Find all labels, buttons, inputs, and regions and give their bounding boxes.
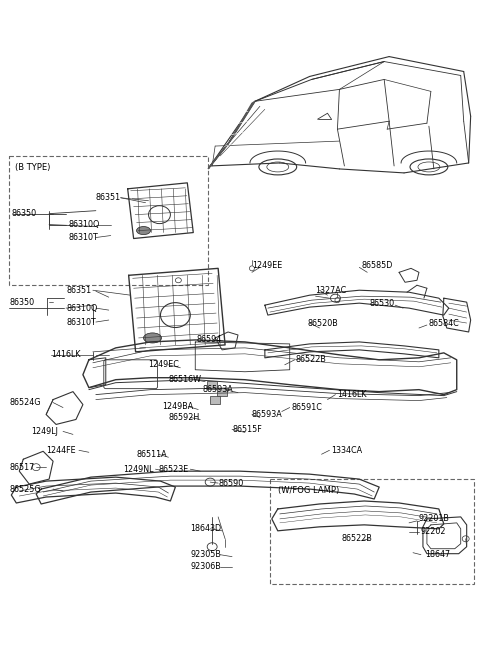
Text: 86523E: 86523E bbox=[158, 464, 189, 474]
Text: 1249EC: 1249EC bbox=[148, 360, 180, 369]
Text: 1249BA: 1249BA bbox=[162, 402, 194, 411]
Text: 86511A: 86511A bbox=[137, 450, 167, 459]
Ellipse shape bbox=[144, 333, 161, 343]
Text: 86584C: 86584C bbox=[429, 319, 460, 327]
Text: 92202: 92202 bbox=[421, 527, 446, 537]
Text: 86524G: 86524G bbox=[9, 398, 41, 407]
Text: 18643D: 18643D bbox=[190, 524, 221, 533]
Text: 86585D: 86585D bbox=[361, 261, 393, 270]
Text: 86593A: 86593A bbox=[202, 385, 233, 394]
Text: 1249LJ: 1249LJ bbox=[31, 427, 58, 436]
Text: 86350: 86350 bbox=[12, 209, 36, 218]
Text: 1416LK: 1416LK bbox=[337, 390, 367, 399]
Text: 86310Q: 86310Q bbox=[66, 304, 97, 313]
Text: 1334CA: 1334CA bbox=[332, 446, 362, 455]
Bar bbox=[207, 380, 217, 388]
Text: 86525G: 86525G bbox=[9, 485, 41, 493]
Text: 86593A: 86593A bbox=[252, 410, 283, 419]
Text: (B TYPE): (B TYPE) bbox=[15, 163, 51, 172]
Text: 86351: 86351 bbox=[96, 194, 121, 202]
Text: 1416LK: 1416LK bbox=[51, 350, 81, 359]
Text: 86516W: 86516W bbox=[168, 375, 202, 384]
Text: 1249NL: 1249NL bbox=[123, 464, 153, 474]
Polygon shape bbox=[208, 101, 255, 169]
Text: 92306B: 92306B bbox=[190, 562, 221, 571]
Text: 92201B: 92201B bbox=[419, 514, 450, 523]
Text: 1249EE: 1249EE bbox=[252, 261, 282, 270]
Ellipse shape bbox=[137, 226, 151, 235]
Text: (W/FOG LAMP): (W/FOG LAMP) bbox=[278, 486, 339, 495]
Text: 92305B: 92305B bbox=[190, 550, 221, 559]
Text: 18647: 18647 bbox=[425, 550, 450, 559]
Text: 86591C: 86591C bbox=[292, 403, 323, 412]
Text: 86520B: 86520B bbox=[308, 319, 338, 327]
Bar bbox=[210, 396, 220, 403]
Text: 86517: 86517 bbox=[9, 462, 35, 472]
Text: 86515F: 86515F bbox=[232, 425, 262, 434]
Text: 86522B: 86522B bbox=[341, 534, 372, 543]
Text: 86592H: 86592H bbox=[168, 413, 200, 422]
Text: 1327AC: 1327AC bbox=[315, 286, 347, 295]
Text: 86310Q: 86310Q bbox=[69, 220, 100, 229]
Text: 1244FE: 1244FE bbox=[46, 446, 76, 455]
Text: 86530: 86530 bbox=[369, 298, 395, 308]
Bar bbox=[217, 388, 227, 396]
Text: 86310T: 86310T bbox=[69, 233, 99, 242]
Text: 86350: 86350 bbox=[9, 298, 35, 306]
Text: 86351: 86351 bbox=[66, 286, 91, 295]
Text: 86594: 86594 bbox=[196, 335, 221, 344]
Text: 86522B: 86522B bbox=[296, 356, 326, 364]
Text: 86590: 86590 bbox=[218, 479, 243, 487]
Text: 86310T: 86310T bbox=[66, 318, 96, 327]
